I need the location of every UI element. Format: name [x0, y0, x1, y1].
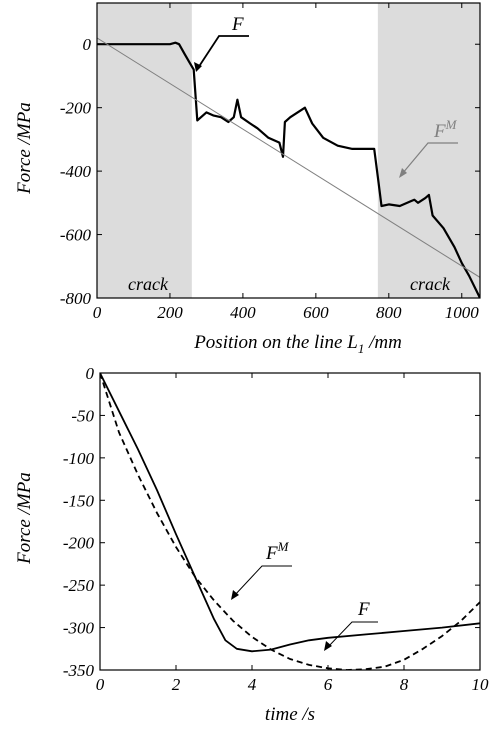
y-tick-label: 0	[83, 35, 92, 54]
crack-label-left: crack	[128, 274, 169, 294]
x-tick-label: 6	[324, 675, 333, 694]
annotation-pointer-F-bottom	[326, 621, 378, 649]
y-tick-label: -800	[60, 289, 92, 308]
series-label-FM-bottom: FM	[265, 539, 290, 564]
x-tick-label: 4	[248, 675, 257, 694]
series-label-F-bottom: F	[357, 599, 370, 620]
x-tick-label: 0	[93, 303, 102, 322]
y-tick-label: -200	[63, 534, 95, 553]
x-axis-label-top-unit: /mm	[364, 332, 401, 353]
annotation-FM-bottom: FM	[231, 539, 292, 600]
x-axis-label-top-main: Position on the line L	[193, 332, 358, 353]
y-axis-label-bottom: Force /MPa	[14, 472, 35, 565]
chart-top: 0 200 400 600 800 1000 0 -200 -400 -600 -800 Force…	[14, 2, 481, 356]
x-tick-label: 200	[157, 303, 183, 322]
x-tick-label: 0	[96, 675, 105, 694]
shaded-region-0	[97, 3, 192, 298]
y-tick-label: -600	[60, 226, 92, 245]
plot-frame-top	[96, 2, 481, 299]
annotation-pointer-FM-top	[401, 142, 458, 175]
series-line-F-bottom	[100, 373, 480, 653]
annotation-pointer-FM-bottom	[233, 565, 292, 597]
y-tick-label: -400	[60, 162, 92, 181]
series-label-FM-top: FM	[433, 117, 458, 142]
y-tick-label: -100	[63, 449, 95, 468]
y-tick-label: -250	[63, 576, 95, 595]
series-label-FM-bottom-main: F	[265, 543, 278, 564]
annotation-arrowhead-FM-bottom	[231, 590, 239, 600]
series-layer	[97, 37, 480, 298]
x-axis-label-top: Position on the line L1 /mm	[193, 332, 402, 356]
x-tick-label: 8	[400, 675, 409, 694]
x-tick-label: 1000	[445, 303, 480, 322]
y-tick-label: 0	[86, 364, 95, 383]
plot-frame-bottom	[99, 372, 481, 671]
series-line-F-top	[97, 41, 480, 298]
series-label-F-top: F	[231, 14, 244, 35]
annotation-arrowhead-F-top	[194, 62, 202, 72]
x-tick-label: 2	[172, 675, 181, 694]
series-label-FM-top-sup: M	[445, 117, 458, 132]
series-layer-bottom	[100, 373, 480, 670]
y-tick-label: -200	[60, 99, 92, 118]
y-tick-label: -300	[63, 619, 95, 638]
x-tick-label: 10	[472, 675, 490, 694]
annotation-F-top: F	[194, 14, 249, 72]
y-tick-label: -50	[71, 406, 94, 425]
annotation-pointer-F-top	[197, 35, 249, 69]
series-line-FM-bottom	[100, 373, 480, 670]
annotation-FM-top: FM	[399, 117, 458, 178]
series-label-FM-top-main: F	[433, 121, 446, 142]
y-tick-label: -150	[63, 491, 95, 510]
y-axis-label-top: Force /MPa	[14, 102, 35, 195]
x-axis-label-top-sub: 1	[358, 341, 365, 356]
x-tick-label: 800	[376, 303, 402, 322]
annotation-F-bottom: F	[324, 599, 378, 651]
x-axis-label-bottom: time /s	[265, 704, 315, 725]
x-tick-label: 600	[303, 303, 329, 322]
shaded-regions	[97, 3, 480, 298]
crack-label-right: crack	[410, 274, 451, 294]
annotation-arrowhead-FM-top	[399, 168, 407, 178]
chart-bottom: 0 2 4 6 8 10 0 -50 -100 -150 -200 -250 -300 -350 Forc…	[14, 364, 489, 725]
ticks-top: 0 200 400 600 800 1000 0 -200 -400 -600 -800	[60, 3, 480, 322]
y-tick-label: -350	[63, 661, 95, 680]
series-label-FM-bottom-sup: M	[277, 539, 290, 554]
annotation-arrowhead-F-bottom	[324, 641, 332, 651]
shaded-region-1	[377, 3, 480, 298]
series-line-FM-top	[97, 37, 480, 278]
x-tick-label: 400	[230, 303, 256, 322]
ticks-bottom: 0 2 4 6 8 10 0 -50 -100 -150 -200 -250 -300 -350	[63, 364, 489, 694]
